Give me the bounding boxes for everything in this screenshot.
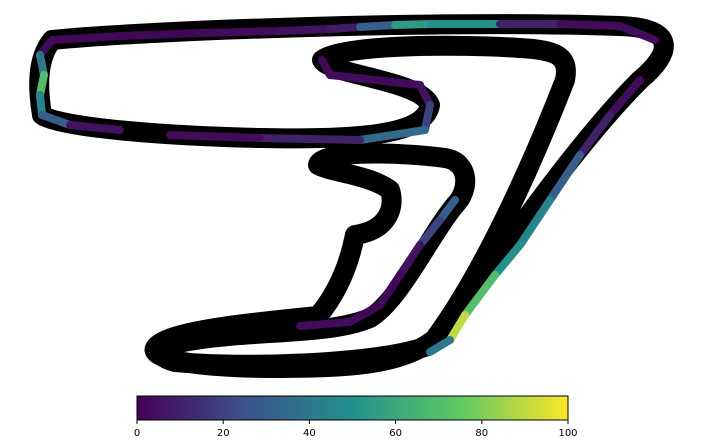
- colorbar-tick-label: 100: [558, 428, 577, 439]
- track-segment-north-straight: [560, 24, 620, 26]
- track-segment-north-straight: [360, 25, 395, 27]
- track-segment-hairpin-left: [70, 125, 120, 130]
- track-segment-north-straight: [330, 27, 360, 29]
- colorbar-gradient: [137, 396, 568, 420]
- track-segment-north-straight: [200, 31, 280, 33]
- track-segment-north-straight: [395, 24, 430, 25]
- track-segment-north-straight: [120, 33, 200, 36]
- track-segment-south-sweep: [300, 322, 350, 326]
- track-segment-north-straight: [52, 36, 120, 40]
- track-segment-north-straight: [280, 29, 330, 31]
- colorbar-tick-label: 0: [134, 428, 140, 439]
- colorbar-ticks: 0 20 40 60 80 100: [134, 420, 578, 439]
- track-segment-inner-esses: [170, 135, 260, 138]
- colorbar: 0 20 40 60 80 100: [134, 396, 578, 439]
- track-segment-inner-esses: [330, 75, 420, 85]
- colorbar-tick-label: 20: [217, 428, 230, 439]
- colorbar-tick-label: 40: [303, 428, 316, 439]
- colorbar-tick-label: 60: [389, 428, 402, 439]
- track-segment-inner-esses: [260, 138, 360, 140]
- track-map: [39, 24, 664, 368]
- colorbar-tick-label: 80: [475, 428, 488, 439]
